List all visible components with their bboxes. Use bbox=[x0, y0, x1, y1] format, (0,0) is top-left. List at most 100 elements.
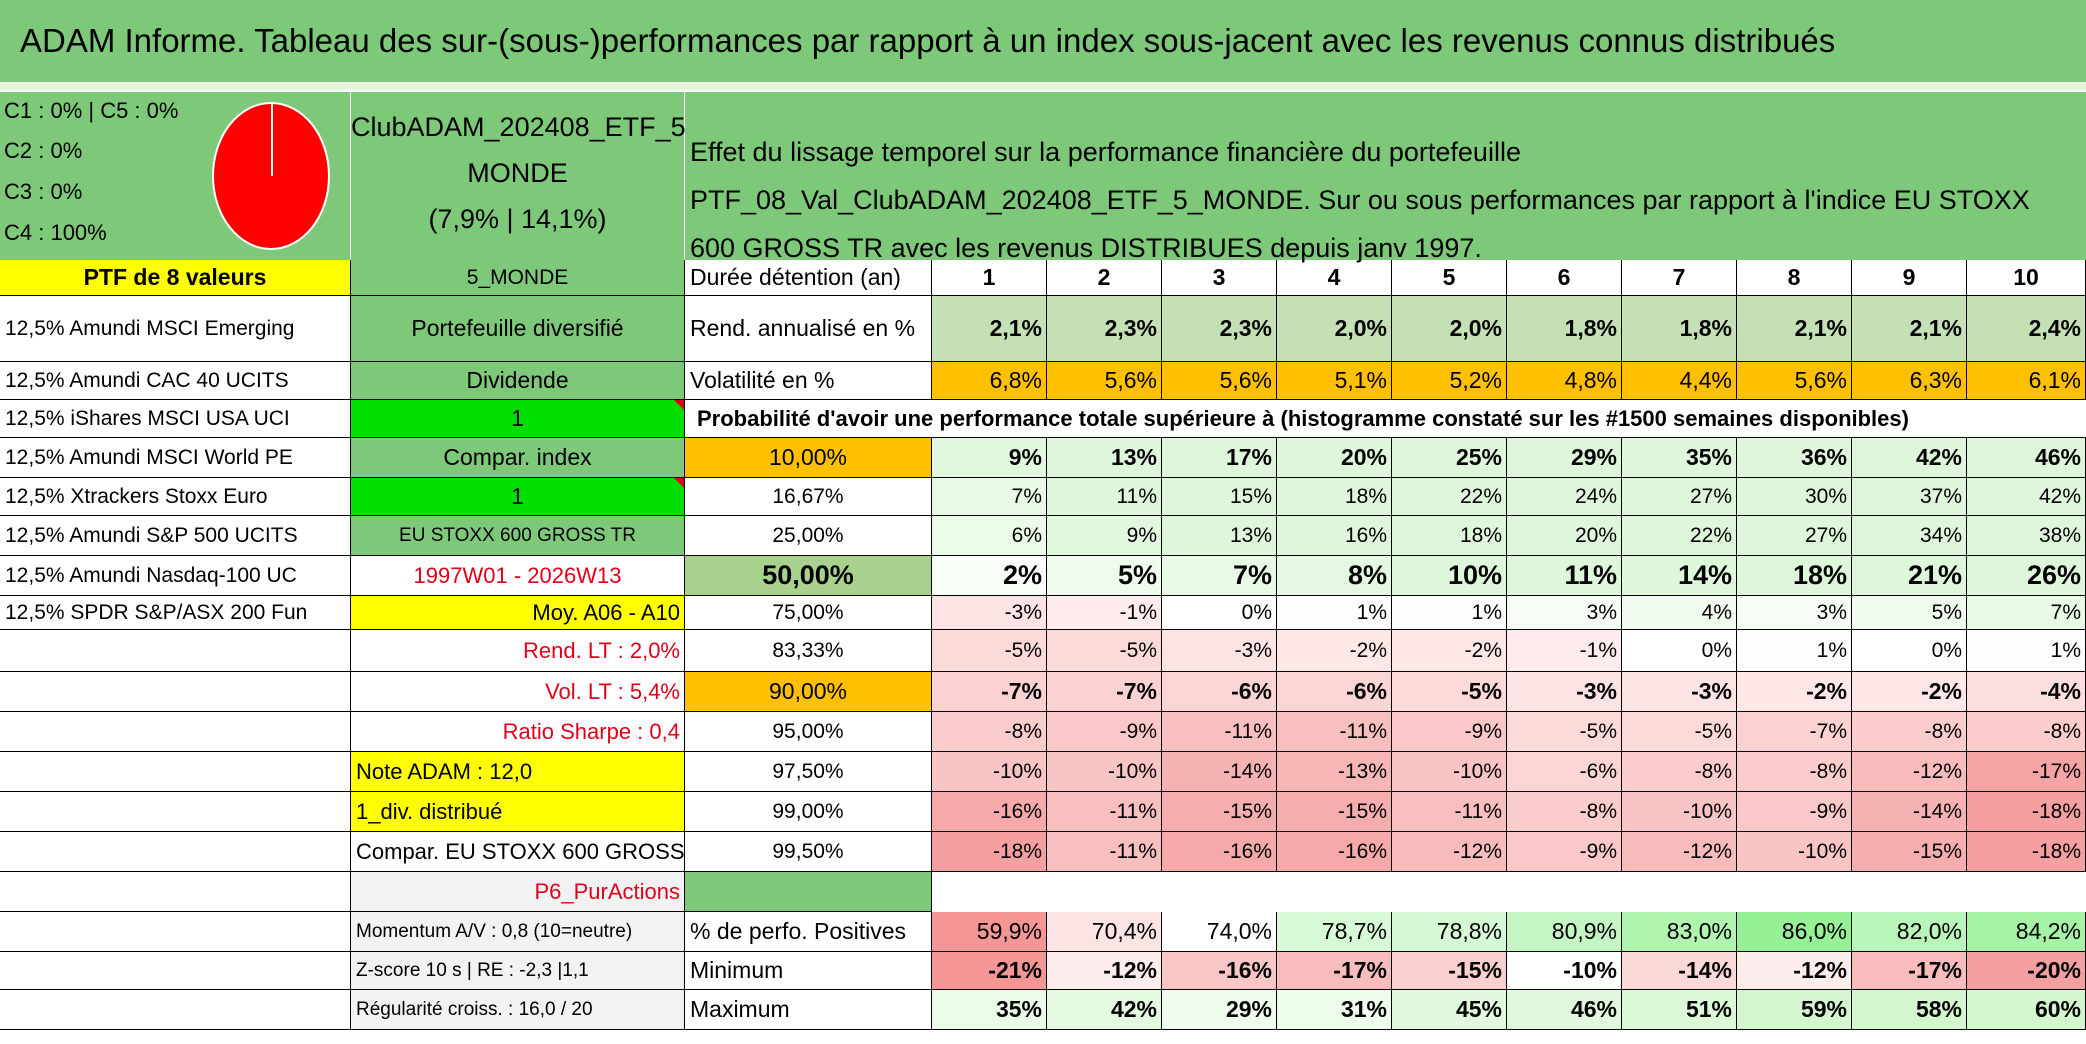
quantile-value: -8% bbox=[1852, 712, 1967, 752]
quantile-value: -12% bbox=[1392, 832, 1507, 872]
annualized-return-value: 1,8% bbox=[1622, 296, 1737, 362]
long-term-volatility: Vol. LT : 5,4% bbox=[351, 672, 685, 712]
quantile-value: 0% bbox=[1852, 630, 1967, 672]
quantile-value: 24% bbox=[1507, 478, 1622, 516]
quantile-value: -9% bbox=[1047, 712, 1162, 752]
quantile-value: -2% bbox=[1852, 672, 1967, 712]
quantile-value: -18% bbox=[932, 832, 1047, 872]
quantile-value: 11% bbox=[1507, 556, 1622, 596]
quantile-value: 3% bbox=[1737, 596, 1852, 630]
quantile-value: -13% bbox=[1277, 752, 1392, 792]
minimum-value: -15% bbox=[1392, 952, 1507, 990]
year-header: 1 bbox=[932, 260, 1047, 296]
portfolio-return-vol: (7,9% | 14,1%) bbox=[428, 204, 607, 234]
quantile-level: 99,50% bbox=[685, 832, 932, 872]
quantile-value: -10% bbox=[1737, 832, 1852, 872]
category-pie-chart bbox=[212, 102, 330, 250]
quantile-value: -16% bbox=[1277, 832, 1392, 872]
minimum-value: -21% bbox=[932, 952, 1047, 990]
quantile-value: 11% bbox=[1047, 478, 1162, 516]
quantile-value: 9% bbox=[1047, 516, 1162, 556]
volatility-value: 5,6% bbox=[1047, 362, 1162, 400]
dividende-label: Dividende bbox=[351, 362, 685, 400]
zscore-indicator: Z-score 10 s | RE : -2,3 |1,1 bbox=[351, 952, 685, 990]
year-header: 5 bbox=[1392, 260, 1507, 296]
quantile-value: 6% bbox=[932, 516, 1047, 556]
quantile-value: 21% bbox=[1852, 556, 1967, 596]
quantile-value: -2% bbox=[1737, 672, 1852, 712]
positive-share-value: 86,0% bbox=[1737, 912, 1852, 952]
quantile-value: 27% bbox=[1737, 516, 1852, 556]
quantile-value: -15% bbox=[1277, 792, 1392, 832]
volatility-label: Volatilité en % bbox=[685, 362, 932, 400]
holding-item: 12,5% Amundi MSCI Emerging bbox=[0, 296, 351, 362]
portfolio-code: 5_MONDE bbox=[351, 260, 685, 296]
pie-label-c1-c5: C1 : 0% | C5 : 0% bbox=[4, 98, 179, 123]
quantile-value: -9% bbox=[1737, 792, 1852, 832]
empty-cell bbox=[0, 990, 351, 1030]
holding-item: 12,5% Xtrackers Stoxx Euro bbox=[0, 478, 351, 516]
quantile-value: 26% bbox=[1967, 556, 2086, 596]
annualized-return-value: 2,0% bbox=[1277, 296, 1392, 362]
annualized-return-value: 2,1% bbox=[1852, 296, 1967, 362]
quantile-value: -15% bbox=[1162, 792, 1277, 832]
maximum-value: 60% bbox=[1967, 990, 2086, 1030]
empty-cell bbox=[0, 752, 351, 792]
pie-label-c2: C2 : 0% bbox=[4, 138, 83, 163]
quantile-value: -16% bbox=[1162, 832, 1277, 872]
quantile-value: -5% bbox=[1047, 630, 1162, 672]
positive-share-value: 59,9% bbox=[932, 912, 1047, 952]
quantile-value: -8% bbox=[1507, 792, 1622, 832]
year-header: 9 bbox=[1852, 260, 1967, 296]
portfolio-type: Portefeuille diversifié bbox=[351, 296, 685, 362]
minimum-value: -17% bbox=[1852, 952, 1967, 990]
compar-index-label: Compar. index bbox=[351, 438, 685, 478]
period-range: 1997W01 - 2026W13 bbox=[351, 556, 685, 596]
quantile-value: 14% bbox=[1622, 556, 1737, 596]
maximum-value: 31% bbox=[1277, 990, 1392, 1030]
year-header: 8 bbox=[1737, 260, 1852, 296]
quantile-value: 34% bbox=[1852, 516, 1967, 556]
positive-share-value: 82,0% bbox=[1852, 912, 1967, 952]
quantile-value: 3% bbox=[1507, 596, 1622, 630]
quantile-value: -2% bbox=[1392, 630, 1507, 672]
quantile-value: -3% bbox=[1162, 630, 1277, 672]
maximum-label: Maximum bbox=[685, 990, 932, 1030]
year-header: 4 bbox=[1277, 260, 1392, 296]
quantile-value: -10% bbox=[1622, 792, 1737, 832]
quantile-value: 46% bbox=[1967, 438, 2086, 478]
minimum-value: -20% bbox=[1967, 952, 2086, 990]
year-header: 7 bbox=[1622, 260, 1737, 296]
quantile-value: -3% bbox=[1622, 672, 1737, 712]
quantile-value: 18% bbox=[1392, 516, 1507, 556]
quantile-value: -5% bbox=[932, 630, 1047, 672]
annualized-return-value: 1,8% bbox=[1507, 296, 1622, 362]
cell-comment-marker bbox=[674, 400, 684, 410]
holding-item: 12,5% Amundi S&P 500 UCITS bbox=[0, 516, 351, 556]
quantile-value: -11% bbox=[1047, 832, 1162, 872]
quantile-value: -4% bbox=[1967, 672, 2086, 712]
quantile-value: -6% bbox=[1277, 672, 1392, 712]
quantile-value: -11% bbox=[1392, 792, 1507, 832]
quantile-value: -12% bbox=[1622, 832, 1737, 872]
empty-cell bbox=[0, 630, 351, 672]
minimum-label: Minimum bbox=[685, 952, 932, 990]
positive-share-value: 78,8% bbox=[1392, 912, 1507, 952]
long-term-return: Rend. LT : 2,0% bbox=[351, 630, 685, 672]
empty-cell bbox=[0, 952, 351, 990]
annualized-return-value: 2,3% bbox=[1162, 296, 1277, 362]
volatility-value: 6,1% bbox=[1967, 362, 2086, 400]
quantile-value: 10% bbox=[1392, 556, 1507, 596]
volatility-value: 4,8% bbox=[1507, 362, 1622, 400]
dividend-mode: 1_div. distribué bbox=[351, 792, 685, 832]
minimum-value: -17% bbox=[1277, 952, 1392, 990]
positive-share-value: 74,0% bbox=[1162, 912, 1277, 952]
quantile-value: 20% bbox=[1507, 516, 1622, 556]
empty-cell bbox=[0, 912, 351, 952]
positive-share-value: 80,9% bbox=[1507, 912, 1622, 952]
minimum-value: -12% bbox=[1737, 952, 1852, 990]
quantile-value: -18% bbox=[1967, 792, 2086, 832]
empty-cell bbox=[0, 792, 351, 832]
quantile-value: 7% bbox=[1967, 596, 2086, 630]
quantile-value: -8% bbox=[1622, 752, 1737, 792]
